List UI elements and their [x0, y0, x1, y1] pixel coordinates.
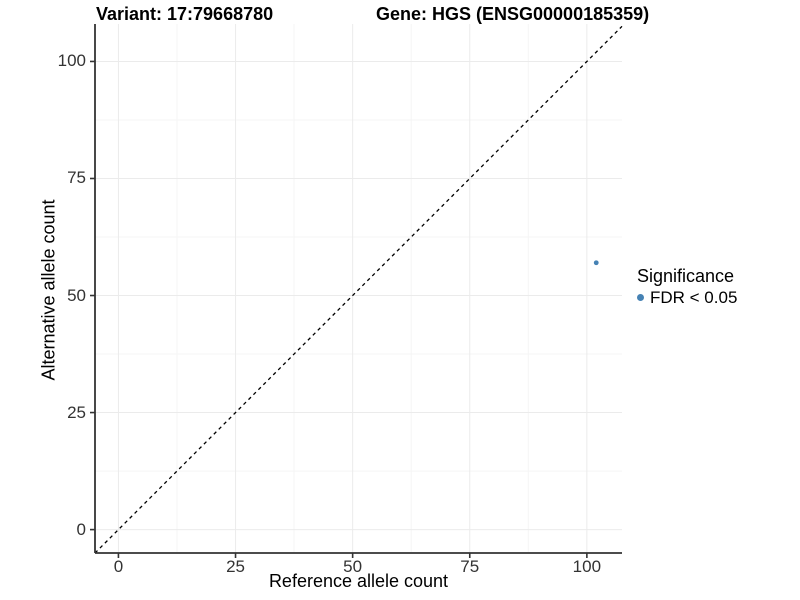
- x-axis-title: Reference allele count: [268, 571, 449, 591]
- y-tick-label-100: 100: [57, 51, 86, 71]
- x-tick-label-50: 50: [343, 557, 363, 576]
- plot-panel: [90, 24, 623, 558]
- x-tick-label-75: 75: [460, 557, 480, 576]
- y-tick-label-25: 25: [67, 402, 86, 422]
- y-axis-title: Alternative allele count: [38, 199, 59, 381]
- legend: Significance FDR < 0.05: [637, 266, 737, 307]
- y-tick-label-0: 0: [76, 519, 86, 539]
- plot-canvas: [90, 24, 623, 558]
- legend-item-label: FDR < 0.05: [650, 288, 738, 307]
- x-tick-label-100: 100: [572, 557, 602, 576]
- plot-title-gene: Gene: HGS (ENSG00000185359): [376, 4, 650, 24]
- x-tick-label-0: 0: [113, 557, 124, 576]
- y-tick-label-50: 50: [67, 285, 86, 305]
- legend-title: Significance: [637, 266, 735, 286]
- legend-item: FDR < 0.05: [637, 288, 737, 307]
- legend-point-icon: [637, 294, 644, 301]
- identity-reference-line: [94, 25, 623, 554]
- data-point: [593, 260, 599, 266]
- y-tick-label-75: 75: [67, 168, 86, 188]
- plot-title-variant: Variant: 17:79668780: [96, 4, 274, 24]
- x-tick-label-25: 25: [226, 557, 245, 576]
